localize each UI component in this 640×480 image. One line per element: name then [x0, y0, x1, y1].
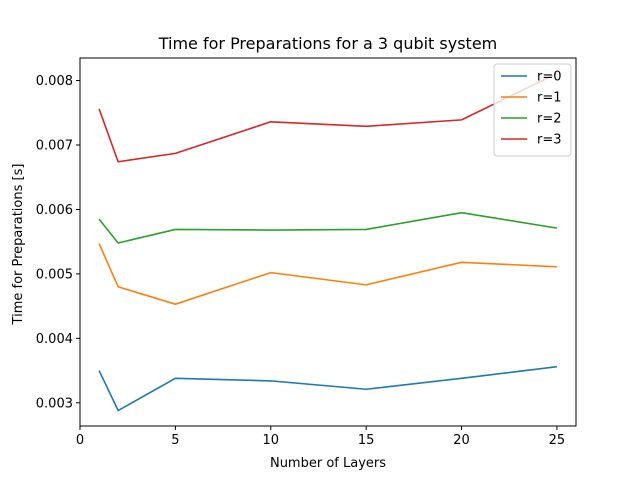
y-tick-label: 0.003 [36, 396, 73, 411]
x-tick-label: 25 [549, 433, 566, 448]
legend-entry: r=2 [537, 112, 562, 127]
y-axis: 0.003 0.004 0.005 0.006 0.007 0.008 [36, 74, 80, 411]
x-axis-label: Number of Layers [270, 456, 386, 471]
x-tick-label: 20 [453, 433, 470, 448]
plot-frame [79, 57, 577, 427]
series-line-r3 [98, 72, 558, 163]
legend-box [493, 63, 572, 157]
legend-entry: r=0 [537, 70, 562, 85]
x-tick-label: 15 [358, 433, 375, 448]
chart-title: Time for Preparations for a 3 qubit syst… [158, 34, 498, 53]
plot-area [98, 72, 558, 412]
y-tick-label: 0.008 [36, 74, 73, 89]
y-tick-label: 0.006 [36, 203, 73, 218]
x-tick-label: 5 [171, 433, 179, 448]
legend-entry: r=1 [537, 91, 562, 106]
x-tick-label: 0 [76, 433, 84, 448]
y-tick-label: 0.004 [36, 332, 73, 347]
legend-entry: r=3 [537, 133, 562, 148]
legend: r=0 r=1 r=2 r=3 [493, 63, 572, 157]
x-axis: 0 5 10 15 20 25 [76, 426, 565, 448]
y-axis-label: Time for Preparations [s] [11, 164, 26, 326]
y-tick-label: 0.005 [36, 267, 73, 282]
y-tick-label: 0.007 [36, 139, 73, 154]
series-line-r2 [98, 211, 558, 244]
x-tick-label: 10 [262, 433, 279, 448]
series-line-r1 [98, 243, 557, 305]
series-line-r0 [98, 365, 558, 412]
